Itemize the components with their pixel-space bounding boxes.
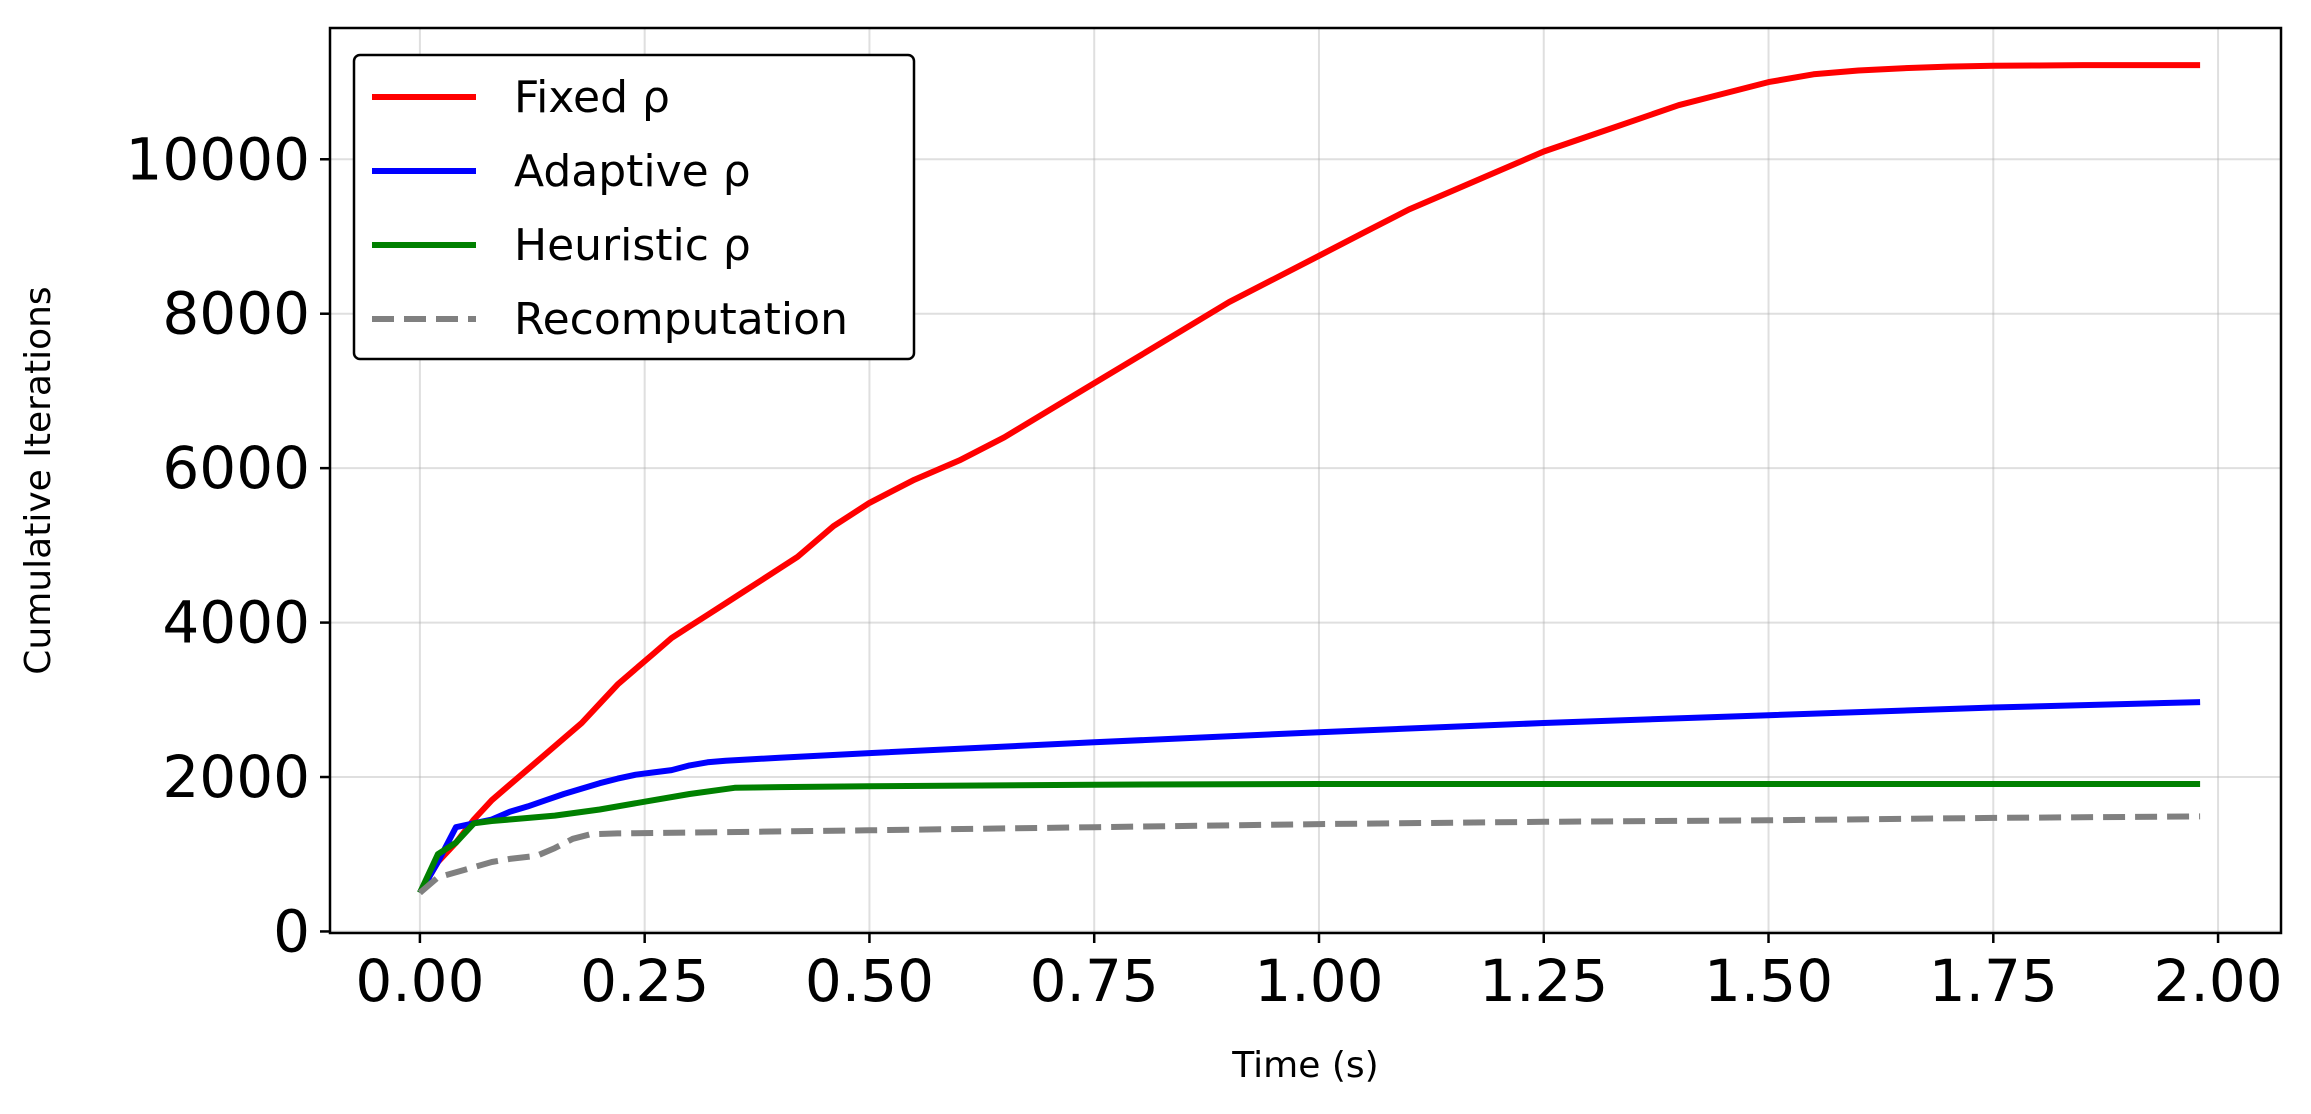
legend-label: Fixed ρ xyxy=(514,72,670,123)
x-tick-label: 1.00 xyxy=(1254,947,1383,1015)
y-tick-label: 4000 xyxy=(162,589,310,657)
series-line-fixed xyxy=(417,62,2201,895)
plot-frame xyxy=(328,26,2283,935)
series-line-recomputation xyxy=(417,813,2201,896)
ticks: 0.00 0.25 0.50 0.75 1.00 1.25 1.50 1.75 2.00 0 200… xyxy=(125,125,2282,1015)
y-axis-title: Cumulative Iterations xyxy=(18,286,59,674)
legend: Fixed ρ Adaptive ρ Heuristic ρ Recomputatio… xyxy=(352,53,916,361)
y-tick-label: 8000 xyxy=(162,280,310,348)
legend-label: Recomputation xyxy=(514,294,848,345)
legend-box xyxy=(352,53,916,361)
x-tick-label: 0.25 xyxy=(580,947,709,1015)
series-line-heuristic xyxy=(417,781,2201,895)
x-tick-label: 0.50 xyxy=(805,947,934,1015)
x-tick-label: 2.00 xyxy=(2153,947,2282,1015)
x-tick-label: 0.00 xyxy=(355,947,484,1015)
y-tick-label: 6000 xyxy=(162,434,310,502)
x-tick-label: 0.75 xyxy=(1030,947,1159,1015)
legend-label: Adaptive ρ xyxy=(514,146,751,197)
y-tick-label: 10000 xyxy=(125,125,310,193)
legend-label: Heuristic ρ xyxy=(514,220,751,271)
x-tick-label: 1.25 xyxy=(1479,947,1608,1015)
x-axis-title: Time (s) xyxy=(1231,1045,1378,1086)
x-tick-label: 1.75 xyxy=(1929,947,2058,1015)
series-layer xyxy=(417,62,2201,896)
x-tick-label: 1.50 xyxy=(1704,947,1833,1015)
y-tick-label: 2000 xyxy=(162,743,310,811)
y-tick-label: 0 xyxy=(273,897,310,965)
